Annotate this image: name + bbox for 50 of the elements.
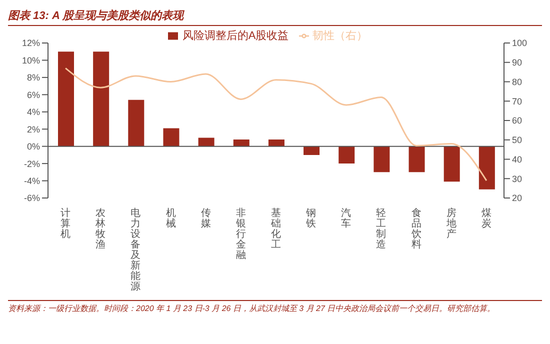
x-tick-label: 农林牧渔: [94, 208, 106, 250]
x-tick-label: 非银行金融: [234, 207, 246, 261]
bar: [198, 138, 214, 146]
y2-tick-label: 60: [512, 116, 522, 126]
bar: [128, 100, 144, 146]
y2-tick-label: 20: [512, 193, 522, 204]
bar: [268, 139, 284, 146]
y-tick-label: 0%: [26, 142, 40, 152]
bar: [338, 146, 355, 164]
y-tick-label: -2%: [24, 158, 40, 169]
bar: [478, 146, 495, 190]
legend-label: 风险调整后的A股收益: [182, 30, 289, 42]
y2-tick-label: 40: [512, 154, 522, 164]
bar: [408, 146, 425, 172]
x-tick-label: 钢铁: [305, 208, 316, 230]
y2-tick-label: 100: [512, 38, 528, 48]
x-tick-label: 电力设备及新能源: [130, 207, 141, 292]
bar: [304, 146, 320, 155]
y-tick-label: -4%: [24, 176, 40, 186]
bar: [93, 52, 110, 146]
x-tick-label: 传媒: [200, 208, 211, 230]
x-tick-label: 计算机: [60, 207, 71, 240]
bar: [58, 52, 74, 146]
bar: [233, 139, 250, 146]
legend-label: 韧性（右）: [312, 30, 368, 42]
y2-tick-label: 50: [512, 135, 522, 146]
y-tick-label: 8%: [26, 72, 40, 83]
x-tick-label: 食品饮料: [410, 207, 422, 250]
bar: [444, 146, 460, 182]
x-tick-label: 机械: [166, 207, 176, 230]
line-series: [64, 67, 488, 182]
chart-title: 图表 13: A 股呈现与美股类似的表现: [8, 8, 542, 26]
y-tick-label: 4%: [26, 107, 40, 118]
y2-tick-label: 80: [512, 76, 522, 87]
x-tick-label: 基础化工: [270, 207, 281, 250]
x-tick-label: 汽车: [341, 207, 352, 230]
x-tick-label: 房地产: [445, 207, 456, 240]
y-tick-label: 6%: [26, 90, 40, 100]
x-tick-label: 轻工制造: [376, 207, 386, 250]
text: 资料来源：一级行业数据。时间段：2020 年 1 月 23 日-3 月 26 日，从武汉封城至 3 月 27 日中央政治局会议前一个交易日。研究部估算。: [8, 300, 542, 315]
bar: [374, 146, 390, 172]
y2-tick-label: 90: [512, 58, 522, 68]
y-tick-label: 2%: [26, 124, 40, 134]
y-tick-label: -6%: [24, 193, 40, 204]
x-tick-label: 煤炭: [481, 207, 492, 230]
y2-tick-label: 30: [512, 174, 522, 184]
y-tick-label: 12%: [22, 38, 40, 48]
y-tick-label: 10%: [22, 55, 40, 66]
bar: [163, 128, 180, 146]
y2-tick-label: 70: [512, 96, 522, 106]
